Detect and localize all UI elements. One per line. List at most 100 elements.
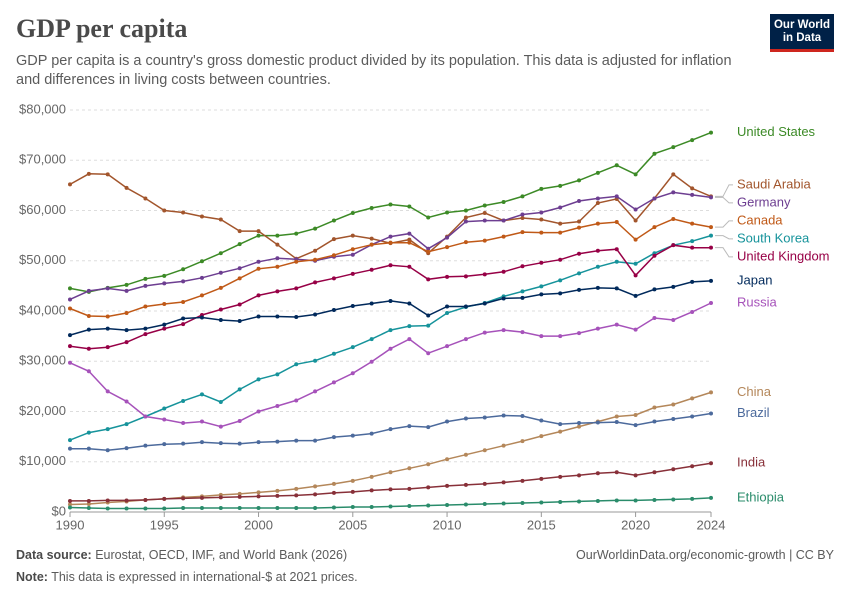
point — [86, 430, 91, 435]
point — [331, 351, 336, 356]
point — [68, 446, 72, 451]
point — [690, 221, 695, 226]
point — [671, 497, 676, 502]
point — [162, 326, 167, 331]
point — [199, 275, 204, 280]
point — [709, 411, 713, 416]
point — [369, 267, 374, 272]
point — [331, 218, 336, 223]
point — [501, 296, 506, 301]
point — [633, 293, 638, 298]
point — [313, 280, 318, 285]
point — [407, 503, 412, 508]
point — [539, 284, 544, 289]
point — [237, 266, 242, 271]
point — [671, 402, 676, 407]
point — [445, 235, 450, 240]
point — [690, 464, 695, 469]
point — [501, 413, 506, 418]
point — [463, 219, 468, 224]
point — [68, 344, 72, 349]
point — [709, 278, 713, 283]
point — [237, 387, 242, 392]
point — [143, 506, 148, 511]
point — [709, 461, 713, 466]
point — [426, 313, 431, 318]
point — [577, 219, 582, 224]
point — [388, 298, 393, 303]
series-label: Ethiopia — [737, 489, 785, 504]
point — [256, 266, 261, 271]
point — [68, 505, 72, 510]
point — [407, 424, 412, 429]
point — [445, 483, 450, 488]
y-tick-label: $70,000 — [19, 152, 66, 167]
point — [539, 434, 544, 439]
point — [709, 300, 713, 305]
source: Data source: Eurostat, OECD, IMF, and Wo… — [16, 548, 347, 562]
point — [86, 501, 91, 506]
x-tick-label: 1990 — [56, 517, 85, 532]
point — [690, 310, 695, 315]
point — [313, 505, 318, 510]
point — [331, 253, 336, 258]
point — [331, 237, 336, 242]
point — [181, 267, 186, 272]
url[interactable]: OurWorldinData.org/economic-growth | CC … — [576, 548, 834, 562]
series-label: Japan — [737, 272, 772, 287]
point — [614, 470, 619, 475]
point — [181, 398, 186, 403]
point — [162, 442, 167, 447]
point — [68, 438, 72, 443]
note-text: This data is expressed in international-… — [51, 570, 358, 584]
point — [388, 427, 393, 432]
point — [369, 488, 374, 493]
point — [294, 398, 299, 403]
point — [690, 496, 695, 501]
point — [445, 274, 450, 279]
point — [143, 326, 148, 331]
point — [68, 306, 72, 311]
point — [407, 204, 412, 209]
point — [313, 226, 318, 231]
point — [690, 186, 695, 191]
point — [143, 443, 148, 448]
point — [539, 186, 544, 191]
point — [482, 238, 487, 243]
point — [539, 230, 544, 235]
point — [256, 293, 261, 298]
logo[interactable]: Our World in Data — [770, 14, 834, 52]
point — [539, 260, 544, 265]
point — [275, 256, 280, 261]
point — [426, 277, 431, 282]
point — [501, 269, 506, 274]
point — [256, 494, 261, 499]
point — [652, 316, 657, 321]
point — [652, 151, 657, 156]
point — [181, 505, 186, 510]
point — [539, 210, 544, 215]
point — [577, 424, 582, 429]
series — [68, 300, 713, 429]
series-label: Canada — [737, 212, 783, 227]
point — [313, 257, 318, 262]
point — [690, 396, 695, 401]
point — [463, 304, 468, 309]
point — [407, 486, 412, 491]
point — [275, 505, 280, 510]
point — [709, 390, 713, 395]
point — [407, 324, 412, 329]
point — [577, 499, 582, 504]
point — [181, 210, 186, 215]
point — [388, 346, 393, 351]
point — [275, 233, 280, 238]
series — [68, 233, 713, 443]
point — [690, 414, 695, 419]
point — [709, 233, 713, 238]
series — [68, 411, 713, 453]
series-line — [69, 131, 712, 293]
point — [652, 419, 657, 424]
point — [558, 221, 563, 226]
point — [633, 423, 638, 428]
